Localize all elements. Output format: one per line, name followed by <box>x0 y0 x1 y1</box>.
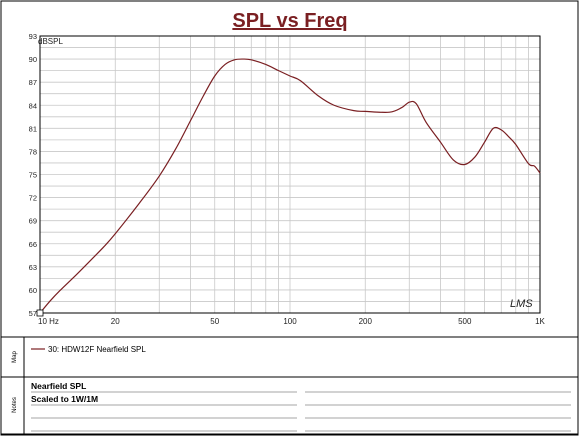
chart-title: SPL vs Freq <box>232 10 347 32</box>
y-tick-label: 93 <box>29 32 37 41</box>
y-tick-label: 78 <box>29 147 37 156</box>
x-tick-label: 10 Hz <box>38 317 59 326</box>
notes-section <box>0 376 579 435</box>
y-tick-label: 66 <box>29 240 37 249</box>
series-line <box>39 58 541 314</box>
legend: 30: HDW12F Nearfield SPL <box>31 345 146 354</box>
y-tick-label: 57 <box>29 309 37 318</box>
lms-watermark: LMS <box>510 298 533 310</box>
x-tick-label: 100 <box>283 317 297 326</box>
map-section <box>0 336 579 378</box>
x-tick-label: 1K <box>535 317 545 326</box>
note-line-1: Nearfield SPL <box>31 381 86 391</box>
x-tick-label: 50 <box>210 317 219 326</box>
y-tick-label: 63 <box>29 263 37 272</box>
origin-marker <box>36 309 44 317</box>
y-tick-label: 87 <box>29 78 37 87</box>
y-tick-label: 81 <box>29 124 37 133</box>
y-tick-label: 84 <box>29 101 37 110</box>
y-tick-label: 69 <box>29 217 37 226</box>
map-side-label: Map <box>12 351 18 363</box>
legend-entry: 30: HDW12F Nearfield SPL <box>48 345 146 354</box>
x-tick-labels: 10 Hz 20 50 100 200 500 1K <box>38 317 546 326</box>
y-tick-label: 90 <box>29 55 37 64</box>
notes-ruled-lines <box>31 391 571 432</box>
notes-side-label: Notes <box>12 397 18 413</box>
x-tick-label: 20 <box>111 317 120 326</box>
grid <box>40 36 540 313</box>
series-layer <box>36 58 541 317</box>
x-tick-label: 200 <box>359 317 373 326</box>
plot-frame <box>39 35 541 314</box>
y-tick-label: 75 <box>29 171 37 180</box>
x-tick-label: 500 <box>458 317 472 326</box>
note-line-2: Scaled to 1W/1M <box>31 394 98 404</box>
y-tick-labels: 57 60 63 66 69 72 75 78 81 84 87 90 93 <box>29 32 37 318</box>
y-axis-label: dBSPL <box>38 37 63 46</box>
y-tick-label: 60 <box>29 286 37 295</box>
y-tick-label: 72 <box>29 194 37 203</box>
